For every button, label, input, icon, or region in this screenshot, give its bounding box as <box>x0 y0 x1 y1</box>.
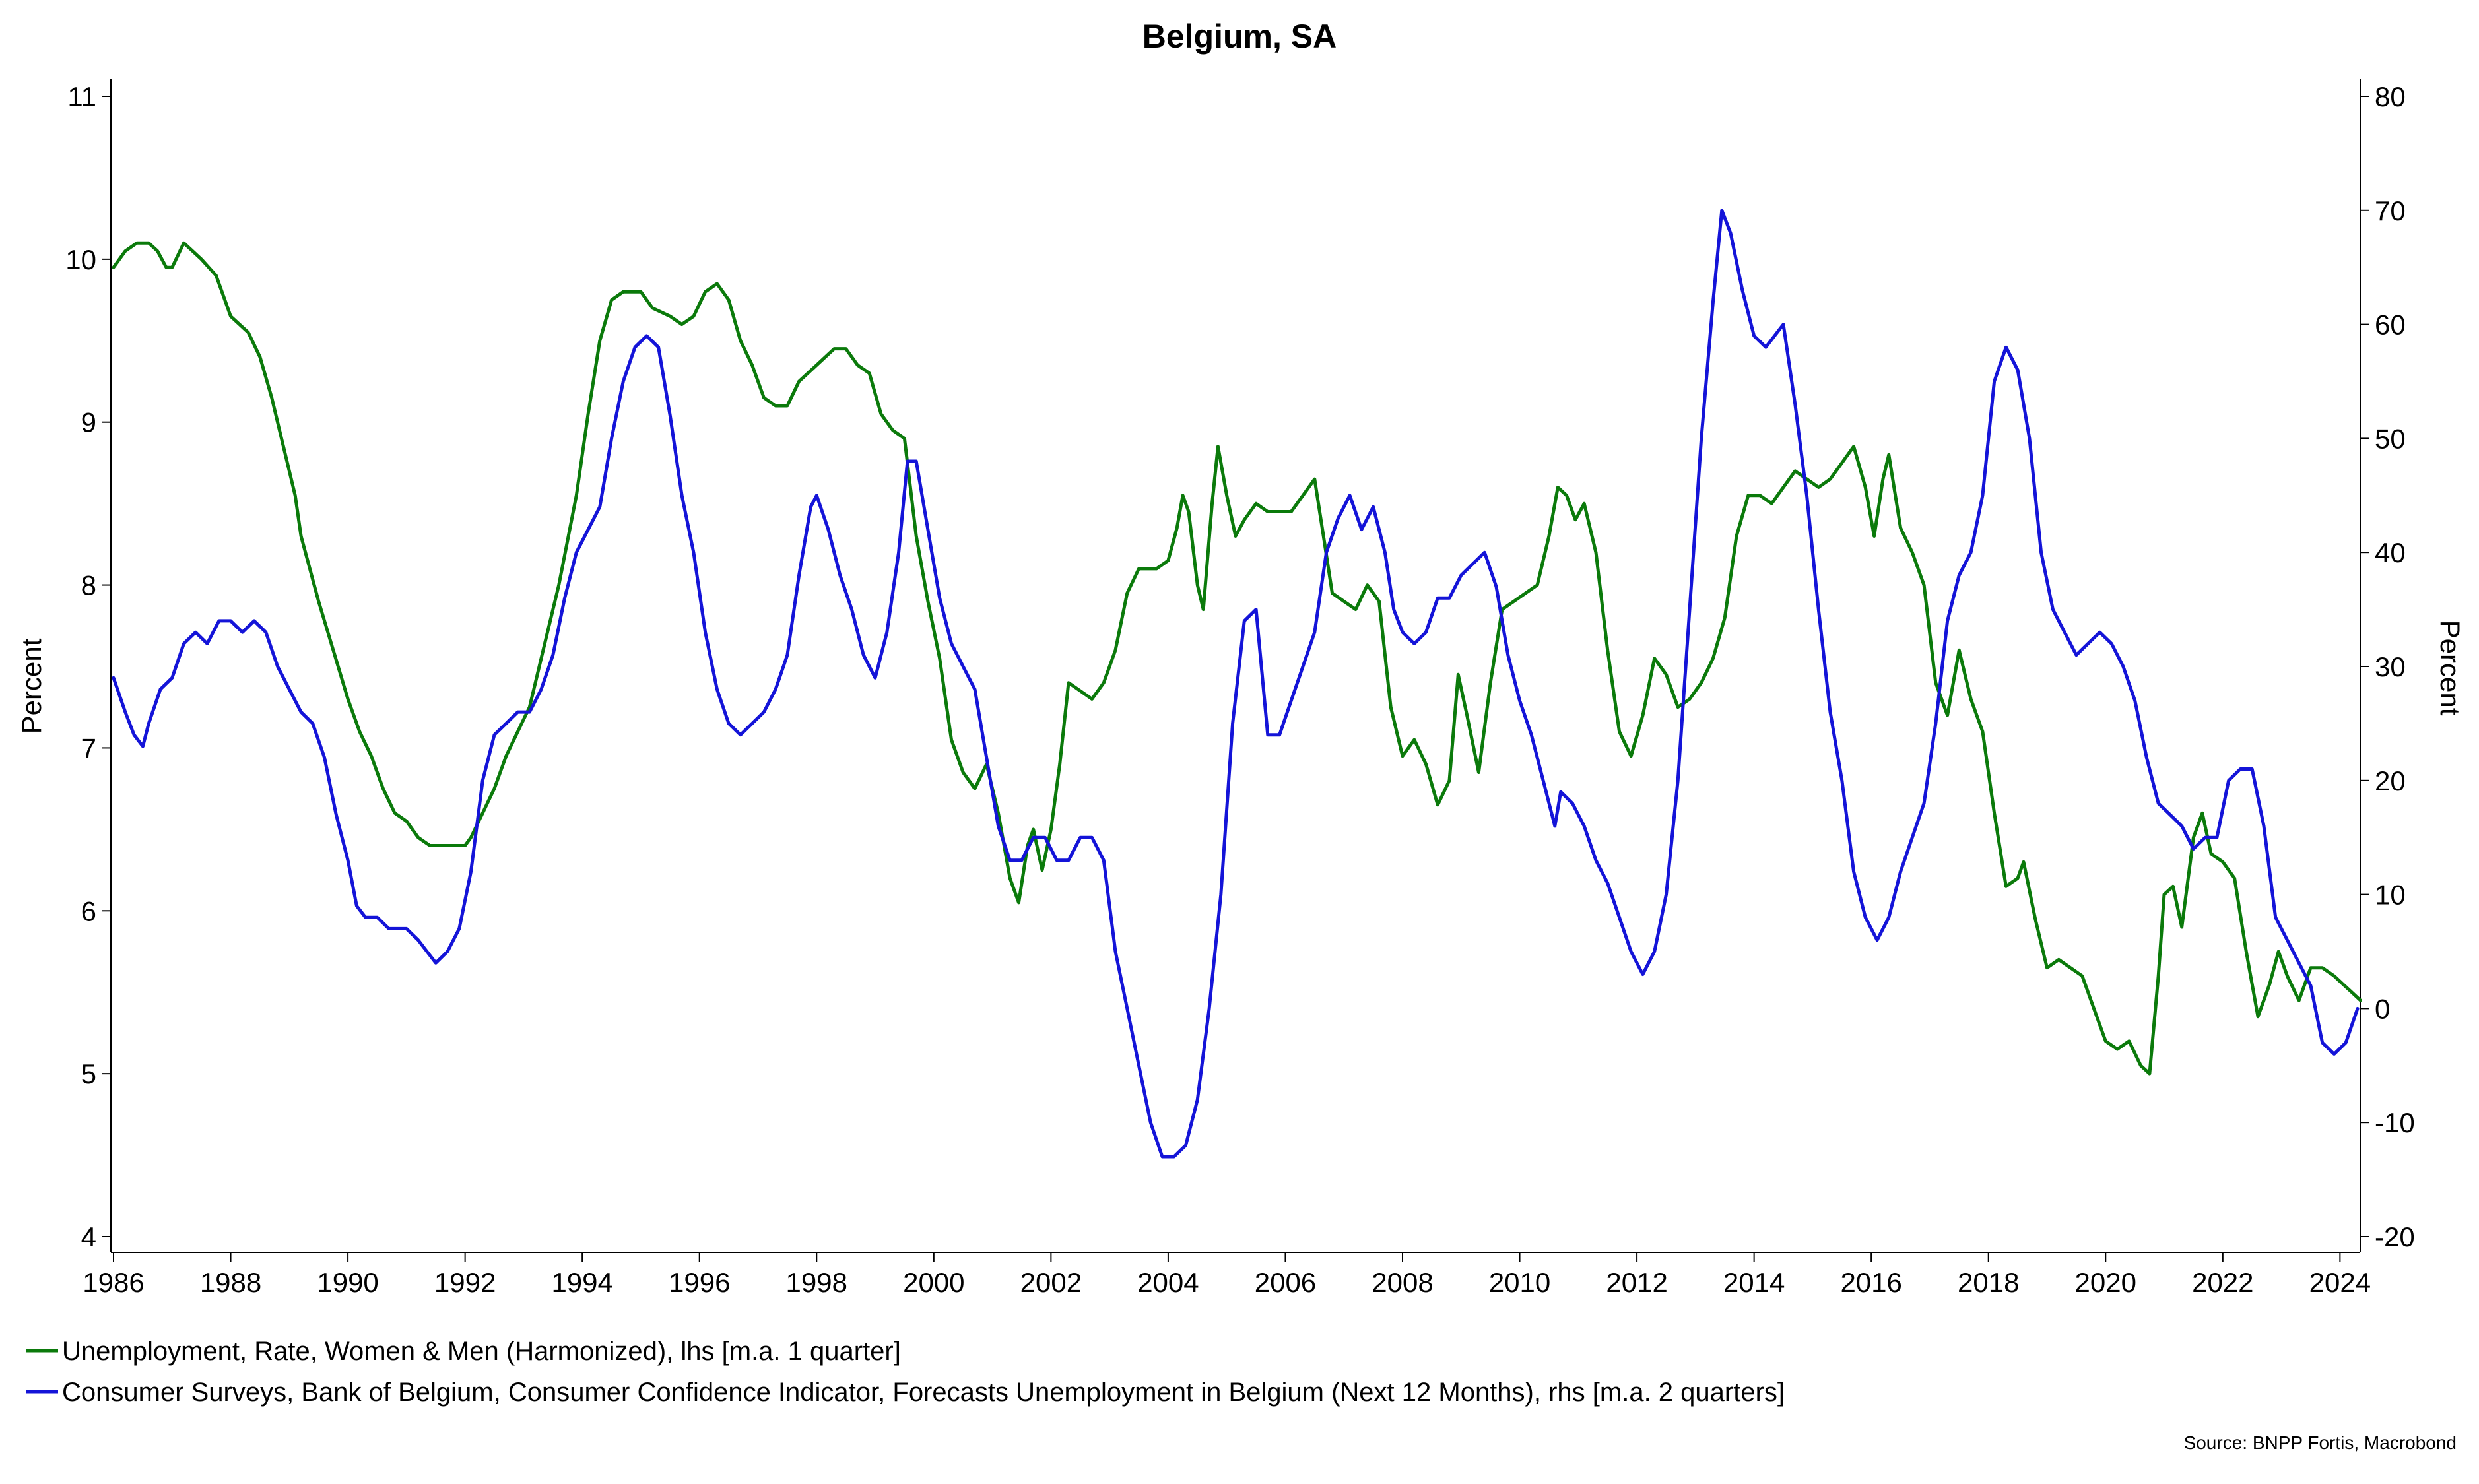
left-tick-label: 10 <box>65 244 96 275</box>
x-tick-label: 2002 <box>1020 1267 1082 1298</box>
left-tick-label: 6 <box>81 895 96 926</box>
legend-item-consumer-surveys: Consumer Surveys, Bank of Belgium, Consu… <box>26 1378 1785 1407</box>
series-line-unemployment <box>112 241 2362 1076</box>
legend: Unemployment, Rate, Women & Men (Harmoni… <box>26 1337 1785 1407</box>
right-tick-label: -20 <box>2375 1221 2415 1252</box>
right-axis-title: Percent <box>2435 620 2466 716</box>
x-tick-label: 2024 <box>2309 1267 2371 1298</box>
left-axis-title: Percent <box>16 638 47 734</box>
right-tick-label: 50 <box>2375 423 2406 454</box>
left-tick-label: 5 <box>81 1058 96 1089</box>
x-tick-label: 2010 <box>1489 1267 1550 1298</box>
x-tick-label: 2018 <box>1958 1267 2019 1298</box>
left-tick-label: 4 <box>81 1221 96 1252</box>
x-tick-label: 2014 <box>1723 1267 1785 1298</box>
left-axis-ticks: 4 5 6 7 8 9 10 11 <box>65 81 111 1252</box>
x-tick-label: 2000 <box>903 1267 964 1298</box>
chart-title: Belgium, SA <box>1142 18 1337 55</box>
x-axis-ticks: 1986 1988 1990 1992 1994 1996 1998 2000 2002 2004… <box>83 1252 2371 1298</box>
x-tick-label: 2006 <box>1255 1267 1316 1298</box>
right-tick-label: 10 <box>2375 880 2406 911</box>
source-note: Source: BNPP Fortis, Macrobond <box>2184 1433 2457 1453</box>
left-tick-label: 8 <box>81 570 96 601</box>
x-tick-label: 1986 <box>83 1267 144 1298</box>
x-tick-label: 1994 <box>551 1267 612 1298</box>
right-axis-ticks: -20 -10 0 10 20 30 40 50 60 70 80 <box>2360 81 2415 1252</box>
legend-label-unemployment: Unemployment, Rate, Women & Men (Harmoni… <box>62 1337 901 1366</box>
x-tick-label: 1992 <box>434 1267 496 1298</box>
right-tick-label: 0 <box>2375 993 2390 1024</box>
x-tick-label: 2022 <box>2192 1267 2253 1298</box>
x-tick-label: 1998 <box>786 1267 847 1298</box>
left-tick-label: 7 <box>81 732 96 763</box>
x-tick-label: 2004 <box>1137 1267 1199 1298</box>
right-tick-label: 40 <box>2375 537 2406 568</box>
left-tick-label: 11 <box>67 81 96 112</box>
legend-label-consumer-surveys: Consumer Surveys, Bank of Belgium, Consu… <box>62 1378 1785 1407</box>
x-tick-label: 2012 <box>1606 1267 1667 1298</box>
left-tick-label: 9 <box>81 407 96 438</box>
series-line-consumer-surveys <box>112 209 2360 1159</box>
legend-item-unemployment: Unemployment, Rate, Women & Men (Harmoni… <box>26 1337 901 1366</box>
right-tick-label: 30 <box>2375 651 2406 682</box>
x-tick-label: 2016 <box>1840 1267 1901 1298</box>
plot-frame <box>110 79 2361 1253</box>
right-tick-label: -10 <box>2375 1107 2415 1138</box>
x-tick-label: 1990 <box>317 1267 378 1298</box>
x-tick-label: 2020 <box>2075 1267 2136 1298</box>
right-tick-label: 60 <box>2375 309 2406 340</box>
series-layer <box>112 209 2362 1159</box>
x-tick-label: 1996 <box>669 1267 730 1298</box>
right-tick-label: 70 <box>2375 195 2406 226</box>
x-tick-label: 2008 <box>1372 1267 1433 1298</box>
right-tick-label: 20 <box>2375 765 2406 796</box>
x-tick-label: 1988 <box>200 1267 261 1298</box>
right-tick-label: 80 <box>2375 81 2406 112</box>
